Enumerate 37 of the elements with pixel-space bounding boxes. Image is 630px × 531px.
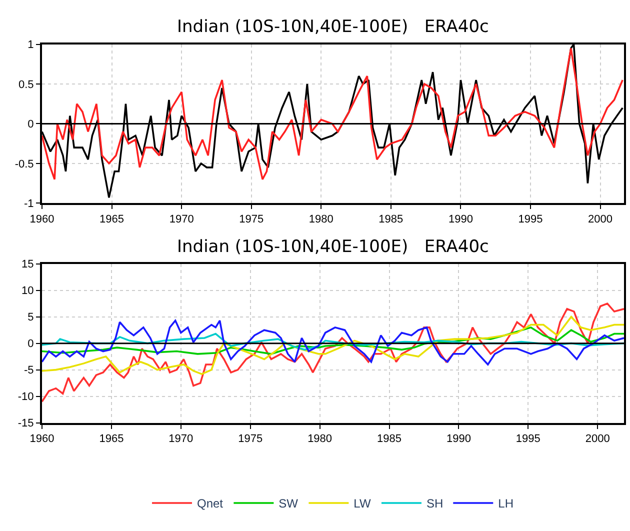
y-tick-label: 10 — [22, 285, 34, 298]
legend-label: SH — [426, 496, 444, 511]
y-tick-label: -10 — [18, 391, 34, 404]
chart-title: Indian (10S-10N,40E-100E) ERA40c — [177, 17, 489, 37]
x-tick-label: 1970 — [169, 213, 194, 226]
x-tick-label: 1965 — [99, 432, 124, 445]
y-tick-label: 5 — [28, 312, 34, 324]
x-tick-label: 1960 — [30, 432, 54, 445]
x-tick-label: 1975 — [238, 432, 263, 445]
x-tick-label: 1980 — [308, 213, 334, 226]
legend-label: Qnet — [197, 496, 224, 511]
x-tick-label: 2000 — [588, 213, 613, 226]
x-tick-label: 1970 — [168, 432, 194, 445]
y-tick-label: 0 — [28, 118, 34, 131]
chart-title: Indian (10S-10N,40E-100E) ERA40c — [177, 237, 489, 257]
x-tick-label: 1985 — [378, 213, 404, 226]
x-tick-label: 1980 — [308, 432, 332, 445]
x-tick-label: 1995 — [518, 213, 543, 226]
legend-label: LH — [498, 496, 514, 511]
y-tick-label: -1 — [24, 198, 34, 210]
x-tick-label: 1995 — [516, 432, 540, 445]
x-tick-label: 1990 — [446, 432, 471, 445]
legend-label: SW — [278, 496, 299, 511]
x-tick-label: 1985 — [377, 432, 402, 445]
y-tick-label: -5 — [24, 364, 34, 377]
x-tick-label: 2000 — [585, 432, 610, 445]
x-tick-label: 1975 — [239, 213, 264, 226]
x-tick-label: 1965 — [100, 213, 124, 226]
y-tick-label: -15 — [18, 418, 34, 430]
y-tick-label: 15 — [22, 258, 34, 271]
x-tick-label: 1990 — [448, 213, 473, 226]
y-tick-label: -0.5 — [14, 158, 34, 170]
x-tick-label: 1960 — [30, 213, 54, 226]
y-tick-label: 1 — [28, 39, 34, 52]
y-tick-label: 0 — [28, 338, 34, 350]
y-tick-label: 0.5 — [18, 78, 34, 91]
legend-label: LW — [354, 496, 372, 511]
